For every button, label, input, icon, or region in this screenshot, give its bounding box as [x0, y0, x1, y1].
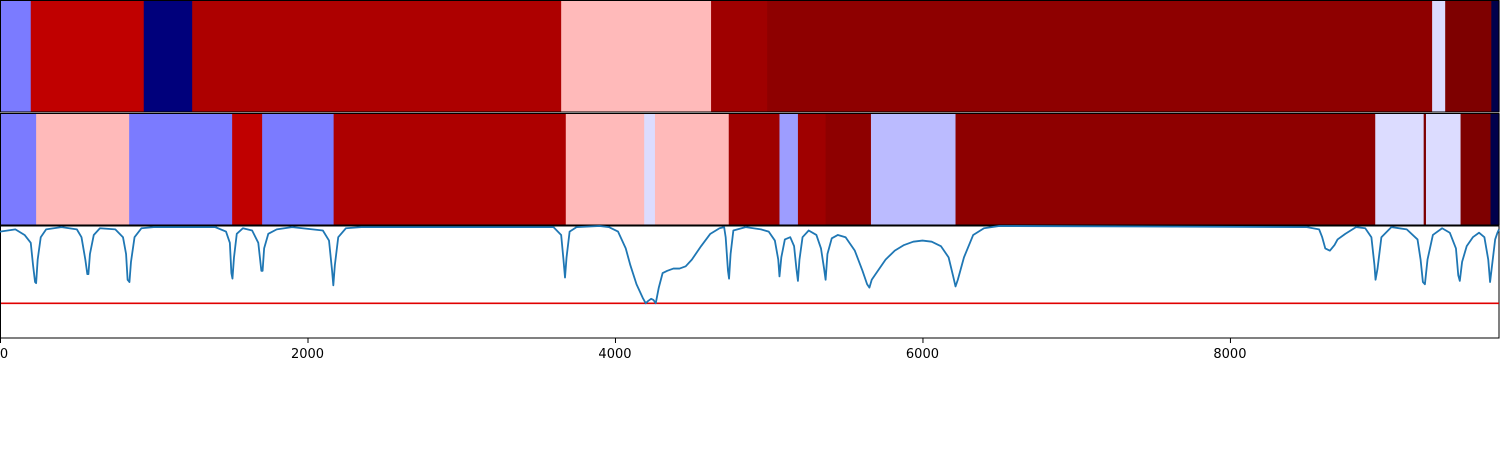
signal-panel — [0, 225, 1500, 339]
track-frame-0 — [0, 0, 1500, 113]
heatmap-track-top — [0, 0, 1500, 113]
heatmap-segment-0-3 — [192, 1, 562, 112]
heatmap-segment-1-18 — [1460, 114, 1492, 225]
heatmap-segment-1-2 — [129, 114, 233, 225]
heatmap-segment-1-11 — [797, 114, 827, 225]
heatmap-segment-0-8 — [1445, 1, 1492, 112]
heatmap-segment-1-7 — [644, 114, 656, 225]
heatmap-segment-0-4 — [561, 1, 712, 112]
heatmap-segment-1-14 — [955, 114, 1376, 225]
heatmap-segment-0-6 — [767, 1, 1433, 112]
heatmap-segment-1-13 — [870, 114, 957, 225]
heatmap-segment-1-19 — [1490, 114, 1500, 225]
heatmap-segment-1-5 — [333, 114, 567, 225]
heatmap-track-middle — [0, 113, 1500, 226]
heatmap-segment-0-1 — [30, 1, 145, 112]
heatmap-segment-1-16 — [1423, 114, 1427, 225]
heatmap-segment-1-3 — [232, 114, 263, 225]
heatmap-segment-0-5 — [711, 1, 768, 112]
x-tick-label-1: 2000 — [291, 347, 324, 362]
heatmap-segment-1-9 — [728, 114, 781, 225]
x-tick-label-2: 4000 — [598, 347, 631, 362]
x-axis: 0 2000 4000 6000 8000 — [0, 338, 1246, 362]
signal-line — [0, 225, 1500, 305]
x-tick-label-4: 8000 — [1213, 347, 1246, 362]
heatmap-segment-1-1 — [36, 114, 130, 225]
track-frame-1 — [0, 113, 1500, 226]
heatmap-segment-1-6 — [565, 114, 645, 225]
x-tick-label-3: 6000 — [906, 347, 939, 362]
heatmap-segment-0-0 — [0, 1, 32, 112]
signal-frame — [0, 225, 1500, 339]
x-tick-label-0: 0 — [0, 347, 8, 362]
heatmap-segment-1-17 — [1425, 114, 1462, 225]
heatmap-segment-1-4 — [262, 114, 335, 225]
heatmap-segment-0-9 — [1491, 1, 1500, 112]
heatmap-segment-0-2 — [143, 1, 193, 112]
heatmap-segment-1-10 — [779, 114, 799, 225]
heatmap-segment-1-12 — [825, 114, 872, 225]
heatmap-segment-1-8 — [654, 114, 730, 225]
heatmap-segment-0-7 — [1432, 1, 1446, 112]
heatmap-segment-1-15 — [1375, 114, 1425, 225]
heatmap-segment-1-0 — [0, 114, 37, 225]
